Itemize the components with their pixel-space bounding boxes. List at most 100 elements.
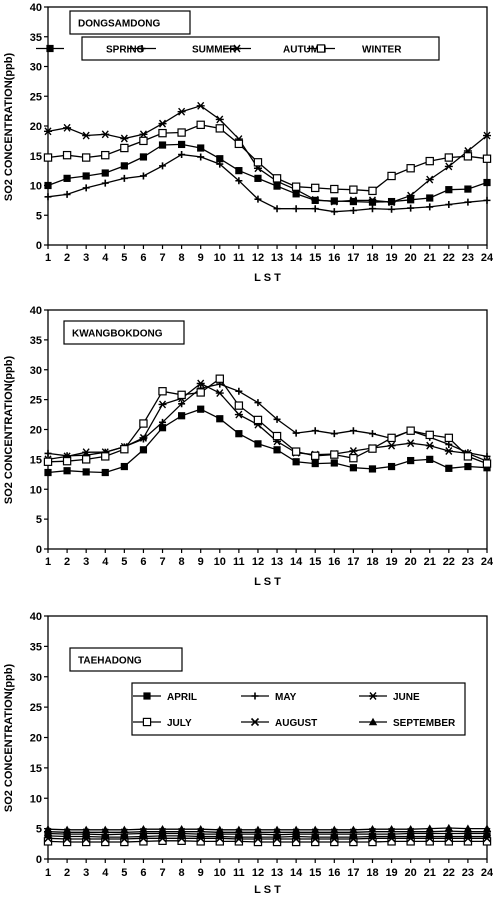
- y-tick-label: 10: [30, 181, 42, 193]
- y-tick-label: 15: [30, 151, 42, 163]
- legend-item-summer: SUMMER: [128, 45, 237, 56]
- x-tick-label: 10: [214, 867, 226, 879]
- y-tick-label: 30: [30, 365, 42, 377]
- y-tick-label: 15: [30, 454, 42, 466]
- site-label: DONGSAMDONG: [78, 19, 160, 30]
- plot-frame: [47, 309, 488, 550]
- data-point: [387, 433, 396, 443]
- data-point: [387, 825, 396, 833]
- series-line: [47, 143, 488, 203]
- data-point: [311, 834, 320, 844]
- data-point: [254, 399, 262, 407]
- x-tick-label: 21: [424, 556, 436, 568]
- data-point: [292, 429, 300, 437]
- data-point: [196, 379, 205, 388]
- data-point: [406, 825, 415, 833]
- y-tick-label: 20: [30, 733, 42, 745]
- x-tick-label: 22: [443, 556, 455, 568]
- data-point: [120, 174, 128, 182]
- site-label: TAEHADONG: [78, 656, 142, 667]
- legend-label: AUTUMN: [283, 45, 326, 56]
- y-axis-label: SO2 CONCENTRATION(ppb): [3, 664, 15, 813]
- x-tick-label: 6: [140, 867, 146, 879]
- data-point: [139, 446, 148, 454]
- data-point: [406, 191, 415, 200]
- data-point: [482, 834, 492, 843]
- x-axis-label: L S T: [254, 272, 281, 284]
- data-point: [196, 834, 205, 843]
- x-tick-label: 15: [309, 252, 321, 264]
- x-tick-label: 2: [64, 867, 70, 879]
- data-point: [44, 468, 52, 477]
- data-point: [101, 150, 110, 160]
- data-point: [368, 430, 376, 438]
- x-tick-label: 18: [366, 252, 378, 264]
- data-point: [43, 457, 53, 466]
- legend-marker: [142, 717, 152, 727]
- legend-item-autumn: AUTUMN: [223, 45, 326, 56]
- x-tick-label: 9: [198, 252, 204, 264]
- data-point: [407, 196, 415, 204]
- data-point: [235, 430, 243, 438]
- x-tick-label: 9: [198, 556, 204, 568]
- data-point: [445, 440, 453, 448]
- data-point: [215, 115, 224, 124]
- legend-label: JUNE: [393, 692, 420, 703]
- data-point: [291, 825, 301, 834]
- data-point: [177, 107, 186, 116]
- data-point: [44, 193, 52, 201]
- data-point: [368, 196, 377, 205]
- y-tick-label: 35: [30, 32, 42, 44]
- data-point: [425, 175, 434, 184]
- x-tick-label: 3: [83, 252, 89, 264]
- series-spring: [44, 140, 491, 206]
- data-point: [44, 127, 52, 136]
- series-line: [47, 105, 488, 203]
- data-point: [254, 195, 262, 203]
- y-tick-label: 35: [30, 641, 42, 653]
- data-point: [44, 181, 52, 190]
- data-point: [158, 119, 167, 128]
- y-tick-label: 25: [30, 91, 42, 103]
- y-tick-label: 30: [30, 672, 42, 684]
- legend-label: SUMMER: [192, 45, 237, 56]
- x-tick-label: 20: [405, 252, 417, 264]
- series-line: [47, 837, 487, 840]
- data-point: [81, 153, 91, 162]
- series-line: [47, 832, 487, 836]
- data-point: [330, 197, 339, 206]
- data-point: [349, 427, 357, 435]
- x-tick-label: 20: [405, 867, 417, 879]
- data-point: [464, 462, 472, 471]
- data-point: [139, 433, 148, 442]
- data-point: [82, 448, 91, 457]
- x-tick-label: 13: [271, 556, 283, 568]
- data-point: [463, 834, 472, 843]
- x-tick-label: 21: [424, 252, 436, 264]
- data-point: [158, 128, 167, 138]
- data-point: [292, 205, 300, 213]
- data-point: [483, 196, 491, 204]
- data-point: [63, 174, 71, 182]
- data-point: [62, 456, 72, 466]
- data-point: [196, 388, 205, 397]
- y-tick-label: 0: [36, 854, 42, 866]
- data-point: [426, 194, 434, 202]
- legend-item-spring: SPRING: [36, 45, 145, 56]
- x-tick-label: 8: [179, 556, 185, 568]
- x-tick-label: 21: [424, 867, 436, 879]
- legend-item-may: MAY: [241, 692, 297, 703]
- data-point: [139, 153, 148, 161]
- data-point: [234, 410, 243, 419]
- y-tick-label: 40: [30, 2, 42, 14]
- legend-box: [81, 36, 440, 61]
- data-point: [139, 834, 148, 843]
- legend-marker: [138, 45, 146, 52]
- x-tick-label: 11: [233, 556, 245, 568]
- legend: APRIL MAY JUNE JULY AUGUST SEPTEMBER: [131, 682, 466, 736]
- data-point: [311, 195, 320, 204]
- data-point: [349, 464, 357, 472]
- data-point: [463, 824, 473, 832]
- data-point: [158, 141, 167, 149]
